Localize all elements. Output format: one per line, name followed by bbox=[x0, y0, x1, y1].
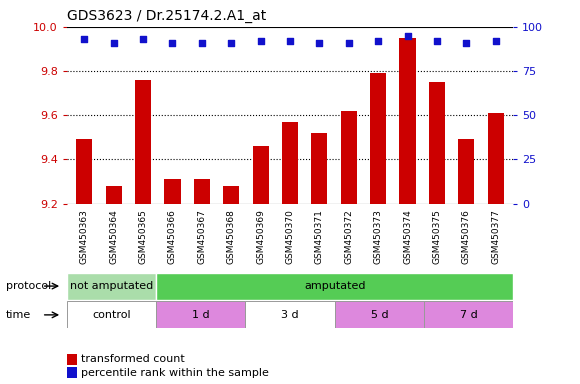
Text: control: control bbox=[92, 310, 130, 320]
Bar bbox=[194, 179, 210, 204]
Bar bbox=[135, 80, 151, 204]
Bar bbox=[252, 146, 269, 204]
Bar bbox=[67, 301, 156, 328]
Bar bbox=[156, 301, 245, 328]
Text: not amputated: not amputated bbox=[70, 281, 153, 291]
Text: GSM450364: GSM450364 bbox=[109, 209, 118, 264]
Bar bbox=[429, 82, 445, 204]
Text: GSM450375: GSM450375 bbox=[433, 209, 441, 264]
Point bbox=[168, 40, 177, 46]
Point bbox=[403, 33, 412, 39]
Point bbox=[432, 38, 441, 44]
Text: amputated: amputated bbox=[304, 281, 365, 291]
Bar bbox=[67, 273, 156, 300]
Bar bbox=[458, 139, 474, 204]
Text: GSM450376: GSM450376 bbox=[462, 209, 471, 264]
Text: GSM450366: GSM450366 bbox=[168, 209, 177, 264]
Text: GSM450370: GSM450370 bbox=[285, 209, 295, 264]
Text: GSM450368: GSM450368 bbox=[227, 209, 235, 264]
Text: percentile rank within the sample: percentile rank within the sample bbox=[81, 368, 269, 378]
Point bbox=[491, 38, 501, 44]
Text: GSM450365: GSM450365 bbox=[139, 209, 147, 264]
Text: 3 d: 3 d bbox=[281, 310, 299, 320]
Bar bbox=[282, 122, 298, 204]
Point bbox=[256, 38, 265, 44]
Text: 1 d: 1 d bbox=[192, 310, 209, 320]
Bar bbox=[488, 113, 504, 204]
Bar bbox=[223, 186, 240, 204]
Bar bbox=[340, 111, 357, 204]
Text: GSM450369: GSM450369 bbox=[256, 209, 265, 264]
Text: GSM450371: GSM450371 bbox=[315, 209, 324, 264]
Bar bbox=[400, 38, 416, 204]
Point bbox=[139, 36, 148, 42]
Bar bbox=[370, 73, 386, 204]
Text: 7 d: 7 d bbox=[460, 310, 477, 320]
Bar bbox=[335, 301, 424, 328]
Bar bbox=[106, 186, 122, 204]
Bar bbox=[164, 179, 180, 204]
Point bbox=[344, 40, 353, 46]
Text: GSM450367: GSM450367 bbox=[197, 209, 206, 264]
Text: 5 d: 5 d bbox=[371, 310, 388, 320]
Point bbox=[197, 40, 206, 46]
Text: protocol: protocol bbox=[6, 281, 51, 291]
Text: GDS3623 / Dr.25174.2.A1_at: GDS3623 / Dr.25174.2.A1_at bbox=[67, 9, 266, 23]
Bar bbox=[424, 301, 513, 328]
Text: transformed count: transformed count bbox=[81, 354, 185, 364]
Text: GSM450377: GSM450377 bbox=[491, 209, 500, 264]
Point bbox=[462, 40, 471, 46]
Point bbox=[285, 38, 295, 44]
Text: GSM450373: GSM450373 bbox=[374, 209, 383, 264]
Bar bbox=[245, 301, 335, 328]
Text: GSM450363: GSM450363 bbox=[80, 209, 89, 264]
Point bbox=[315, 40, 324, 46]
Bar bbox=[156, 273, 513, 300]
Text: time: time bbox=[6, 310, 31, 320]
Point bbox=[374, 38, 383, 44]
Point bbox=[227, 40, 236, 46]
Bar bbox=[76, 139, 92, 204]
Text: GSM450374: GSM450374 bbox=[403, 209, 412, 264]
Bar bbox=[311, 133, 328, 204]
Point bbox=[79, 36, 89, 42]
Point bbox=[109, 40, 118, 46]
Text: GSM450372: GSM450372 bbox=[345, 209, 353, 264]
